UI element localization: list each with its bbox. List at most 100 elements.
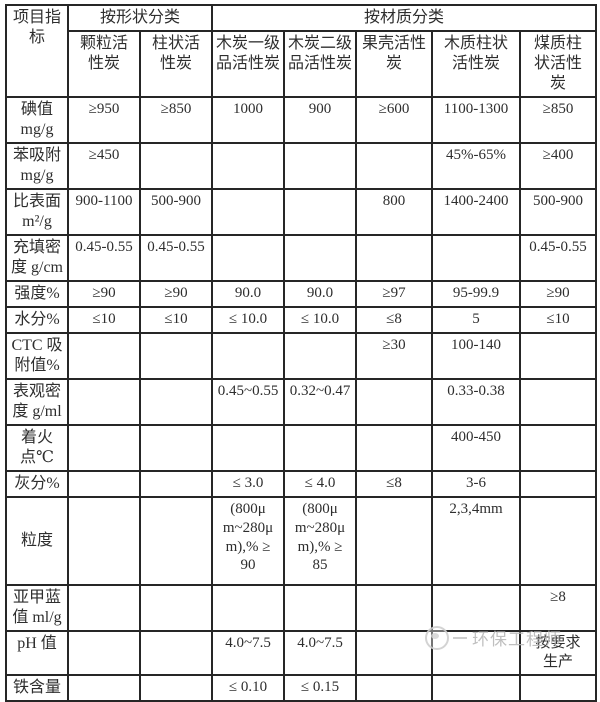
table-cell	[519, 674, 598, 702]
table-cell	[138, 424, 214, 472]
table-row: 表观密 度 g/ml 0.45~0.55 0.32~0.47 0.33-0.38	[5, 378, 598, 426]
table-cell: ≥90	[67, 280, 141, 308]
table-cell	[138, 630, 214, 676]
table-cell	[431, 674, 522, 702]
table-cell	[211, 584, 286, 632]
column-header-coal-columnar: 煤质柱 状活性 炭	[519, 30, 598, 98]
table-cell: ≤ 0.15	[283, 674, 358, 702]
table-cell	[431, 234, 522, 282]
table-cell	[355, 496, 434, 586]
table-cell: ≥600	[355, 96, 434, 144]
table-cell: 90.0	[283, 280, 358, 308]
table-cell: 0.45~0.55	[211, 378, 286, 426]
column-header-row: 颗粒活 性炭 柱状活 性炭 木炭一级 品活性炭 木炭二级 品活性炭 果壳活性 炭…	[6, 30, 598, 98]
table-cell: 45%-65%	[431, 142, 522, 190]
row-label: 表观密 度 g/ml	[5, 378, 69, 426]
table-cell: 4.0~7.5	[283, 630, 358, 676]
table-cell: 90.0	[211, 280, 286, 308]
corner-header: 项目指 标	[5, 4, 69, 98]
table-cell: 800	[355, 188, 434, 236]
column-header-nutshell: 果壳活性 炭	[355, 30, 434, 98]
table-cell: ≤ 0.10	[211, 674, 286, 702]
table-cell: 0.33-0.38	[431, 378, 522, 426]
table-cell	[283, 332, 358, 380]
table-cell	[138, 496, 214, 586]
table-cell	[519, 470, 598, 498]
table-cell	[283, 188, 358, 236]
table-row: 苯吸附 mg/g ≥450 45%-65% ≥400	[5, 142, 598, 190]
table-cell	[211, 424, 286, 472]
group-header-material: 按材质分类	[211, 4, 598, 32]
table-cell	[355, 378, 434, 426]
table-row: 灰分% ≤ 3.0 ≤ 4.0 ≤8 3-6	[5, 470, 598, 498]
table-cell: 5	[431, 306, 522, 334]
table-cell: 1000	[211, 96, 286, 144]
column-header-granular: 颗粒活 性炭	[67, 30, 141, 98]
table-cell	[283, 424, 358, 472]
table-cell: ≥950	[67, 96, 141, 144]
table-row: 碘值 mg/g ≥950 ≥850 1000 900 ≥600 1100-1300 ≥850	[5, 96, 598, 144]
table-cell: 4.0~7.5	[211, 630, 286, 676]
table-cell: ≥90	[519, 280, 598, 308]
table-cell	[138, 378, 214, 426]
table-row: 铁含量 ≤ 0.10 ≤ 0.15	[5, 674, 598, 702]
group-header-shape: 按形状分类	[66, 4, 214, 32]
table-row: 粒度 (800μ m~280μ m),% ≥ 90 (800μ m~280μ m),…	[5, 496, 598, 586]
table-row: CTC 吸 附值% ≥30 100-140	[5, 332, 598, 380]
table-cell	[431, 630, 522, 676]
row-label: 充填密 度 g/cm	[5, 234, 69, 282]
table-cell	[138, 584, 214, 632]
table-cell	[431, 584, 522, 632]
table-cell: ≤10	[138, 306, 214, 334]
table-cell	[519, 496, 598, 586]
table-cell: 500-900	[519, 188, 598, 236]
table-cell: 0.45-0.55	[138, 234, 214, 282]
table-row: 充填密 度 g/cm 0.45-0.55 0.45-0.55 0.45-0.55	[5, 234, 598, 282]
table-cell: 0.45-0.55	[519, 234, 598, 282]
table-cell	[355, 630, 434, 676]
table-cell: ≤ 4.0	[283, 470, 358, 498]
table-cell: ≤ 10.0	[211, 306, 286, 334]
table-cell: (800μ m~280μ m),% ≥ 85	[283, 496, 358, 586]
table-cell	[355, 584, 434, 632]
table-cell: 900	[283, 96, 358, 144]
row-label: 水分%	[5, 306, 69, 334]
table-cell	[355, 142, 434, 190]
table-row: 强度% ≥90 ≥90 90.0 90.0 ≥97 95-99.9 ≥90	[5, 280, 598, 308]
table-header: 项目指 标 按形状分类 按材质分类 颗粒活 性炭 柱状活 性炭 木炭一级 品活性…	[5, 4, 598, 98]
table-cell: 0.45-0.55	[67, 234, 141, 282]
row-label: 碘值 mg/g	[5, 96, 69, 144]
row-label: 灰分%	[5, 470, 69, 498]
table-cell	[138, 142, 214, 190]
table-cell: ≤10	[519, 306, 598, 334]
table-cell: ≤10	[67, 306, 141, 334]
activated-carbon-spec-table: 项目指 标 按形状分类 按材质分类 颗粒活 性炭 柱状活 性炭 木炭一级 品活性…	[5, 4, 598, 702]
table-cell	[67, 378, 141, 426]
table-cell	[211, 142, 286, 190]
table-cell: ≥90	[138, 280, 214, 308]
table-cell	[67, 332, 141, 380]
row-label: pH 值	[5, 630, 69, 676]
row-label: 铁含量	[5, 674, 69, 702]
table-body: 碘值 mg/g ≥950 ≥850 1000 900 ≥600 1100-1300 ≥850 苯…	[5, 96, 598, 702]
table-cell: 900-1100	[67, 188, 141, 236]
row-label: 比表面 m²/g	[5, 188, 69, 236]
table-cell: ≥850	[519, 96, 598, 144]
table-cell: 3-6	[431, 470, 522, 498]
table-cell: ≤ 10.0	[283, 306, 358, 334]
table-cell	[138, 674, 214, 702]
table-cell: 1100-1300	[431, 96, 522, 144]
table-cell	[519, 424, 598, 472]
row-label: 亚甲蓝 值 ml/g	[5, 584, 69, 632]
table-cell: 2,3,4mm	[431, 496, 522, 586]
group-header-row: 项目指 标 按形状分类 按材质分类	[5, 4, 598, 98]
row-label: 苯吸附 mg/g	[5, 142, 69, 190]
table-row: 亚甲蓝 值 ml/g ≥8	[5, 584, 598, 632]
table-cell: 0.32~0.47	[283, 378, 358, 426]
table-cell	[283, 584, 358, 632]
table-cell: (800μ m~280μ m),% ≥ 90	[211, 496, 286, 586]
table-cell	[355, 674, 434, 702]
table-cell: ≥400	[519, 142, 598, 190]
row-label: 着火 点℃	[5, 424, 69, 472]
table-cell: ≥8	[519, 584, 598, 632]
